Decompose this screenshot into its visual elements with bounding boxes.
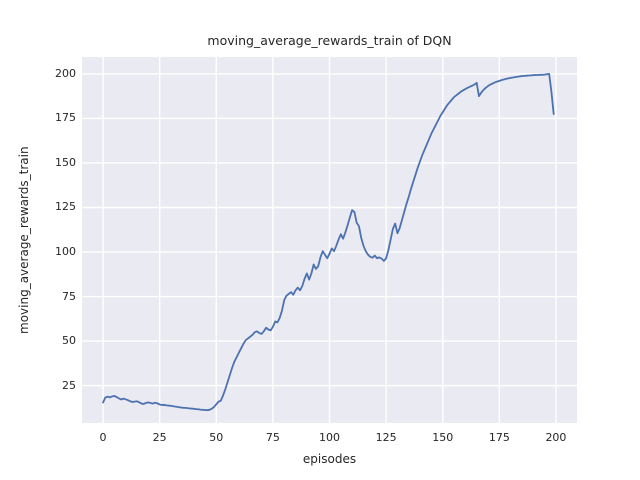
x-axis-tick-label: 175 bbox=[488, 431, 510, 444]
x-axis-tick-label: 25 bbox=[152, 431, 167, 444]
y-axis-label: moving_average_rewards_train bbox=[17, 146, 31, 334]
x-axis-tick-label: 0 bbox=[99, 431, 107, 444]
y-axis-tick-label: 125 bbox=[55, 200, 76, 214]
plot-area bbox=[82, 57, 577, 423]
x-axis-tick-label: 150 bbox=[432, 431, 454, 444]
x-axis-tick-label: 100 bbox=[319, 431, 340, 444]
y-axis-tick-label: 75 bbox=[62, 289, 76, 303]
y-axis-tick-label: 25 bbox=[62, 378, 76, 392]
x-axis-label: episodes bbox=[302, 452, 357, 466]
plot-svg bbox=[82, 57, 577, 423]
x-axis-tick-label: 50 bbox=[209, 431, 224, 444]
x-axis-tick-label: 125 bbox=[375, 431, 397, 444]
x-axis-tick-label: 200 bbox=[545, 431, 567, 444]
y-axis-tick-label: 50 bbox=[62, 334, 76, 348]
y-axis-tick-label: 200 bbox=[55, 66, 76, 80]
x-axis-tick-label: 75 bbox=[265, 431, 280, 444]
gridlines bbox=[82, 57, 577, 423]
y-axis-tick-label: 175 bbox=[55, 111, 76, 125]
y-axis-tick-label: 150 bbox=[55, 155, 76, 169]
y-axis-tick-label: 100 bbox=[55, 245, 76, 259]
chart-title: moving_average_rewards_train of DQN bbox=[207, 33, 452, 48]
dqn-line-series bbox=[102, 73, 555, 412]
